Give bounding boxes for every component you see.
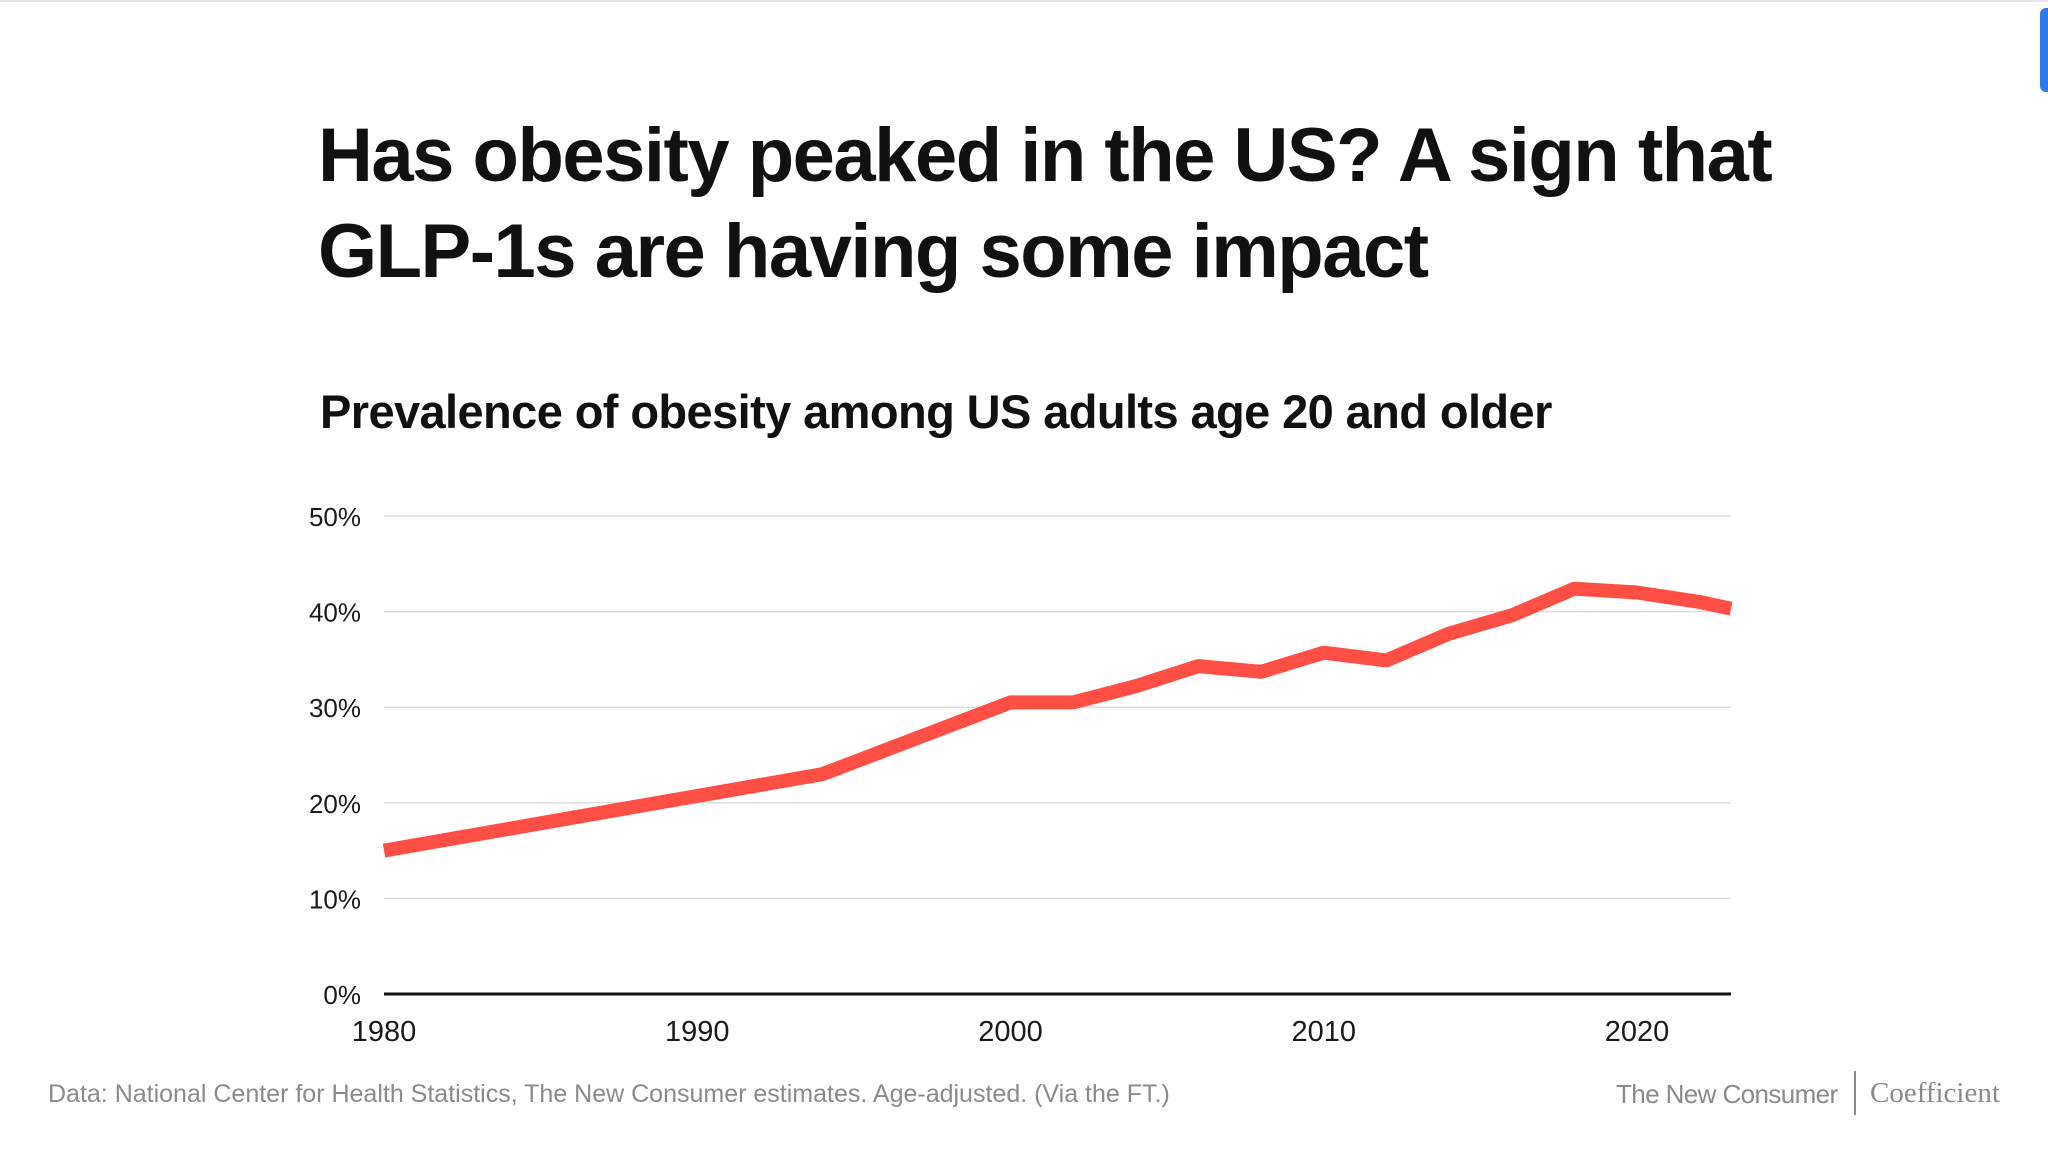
- line-chart: 0% 10% 20% 30% 40% 50% 1980 1990 2000 2010 2020: [309, 502, 1733, 1048]
- x-tick-label: 2010: [1292, 1016, 1357, 1048]
- footer-divider: [1854, 1071, 1856, 1115]
- brand-logo-text: The New Consumer: [1616, 1079, 1838, 1109]
- y-axis-ticks: 0% 10% 20% 30% 40% 50%: [309, 502, 361, 1010]
- obesity-series-line: [382, 581, 1733, 858]
- y-tick-label: 40%: [309, 598, 361, 628]
- x-tick-label: 1980: [352, 1016, 417, 1048]
- y-tick-label: 10%: [309, 884, 361, 914]
- y-tick-label: 0%: [323, 980, 361, 1010]
- x-tick-label: 2020: [1605, 1016, 1670, 1048]
- series-layer: [382, 581, 1733, 858]
- y-tick-label: 50%: [309, 502, 361, 532]
- source-note: Data: National Center for Health Statist…: [48, 1080, 1170, 1108]
- x-axis-ticks: 1980 1990 2000 2010 2020: [352, 1016, 1670, 1048]
- x-tick-label: 1990: [665, 1016, 730, 1048]
- top-border: [0, 0, 2048, 2]
- scroll-tab[interactable]: [2040, 8, 2048, 92]
- x-tick-label: 2000: [978, 1016, 1043, 1048]
- partner-logo-text: Coefficient: [1870, 1077, 2000, 1109]
- page-title: Has obesity peaked in the US? A sign tha…: [318, 113, 1773, 294]
- chart-title: Prevalence of obesity among US adults ag…: [320, 385, 1552, 438]
- y-tick-label: 30%: [309, 693, 361, 723]
- y-tick-label: 20%: [309, 789, 361, 819]
